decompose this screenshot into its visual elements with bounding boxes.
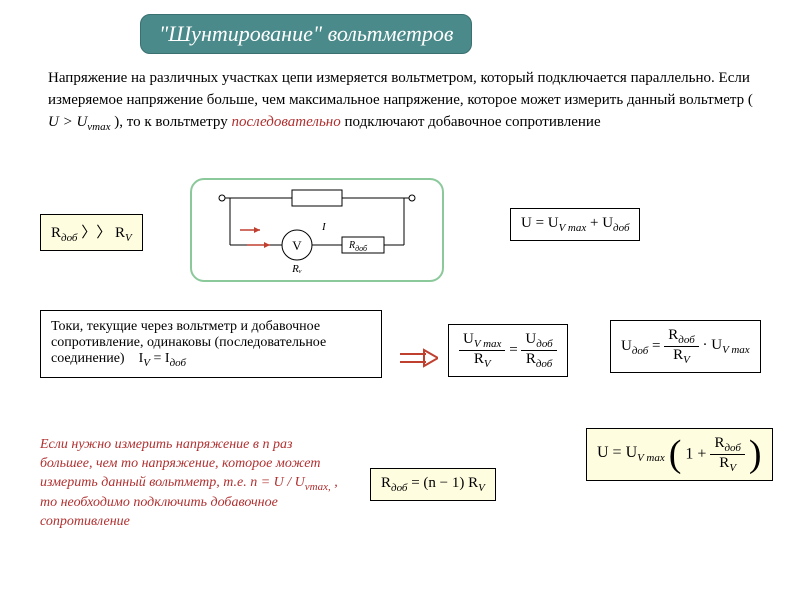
- formula-u-sum: U = UV max + Uдоб: [510, 208, 640, 241]
- implies-arrow-icon: [398, 348, 438, 368]
- row-currents: Токи, текущие через вольтметр и добавочн…: [40, 310, 780, 430]
- formula-udob: Uдоб = Rдоб RV · UV max: [610, 320, 761, 373]
- svg-text:Rдоб: Rдоб: [348, 240, 368, 253]
- serial-word: последовательно: [231, 114, 340, 130]
- formula-ratio: UV max RV = Uдоб Rдоб: [448, 324, 568, 377]
- svg-text:I: I: [321, 221, 327, 233]
- row-bottom: Если нужно измерить напряжение в n раз б…: [40, 428, 780, 578]
- row-circuit: Rдоб 〉〉 RV V I Rᵥ Rдоб: [40, 178, 770, 288]
- circuit-diagram: V I Rᵥ Rдоб: [190, 178, 444, 282]
- formula-u-final: U = UV max ( 1 + Rдоб RV ): [586, 428, 773, 481]
- currents-text: Токи, текущие через вольтметр и добавочн…: [51, 319, 326, 366]
- voltmeter-label: V: [292, 238, 302, 253]
- formula-rdob-n: Rдоб = (n − 1) RV: [370, 468, 496, 501]
- formula-rdob-rv: Rдоб 〉〉 RV: [40, 214, 143, 251]
- currents-text-box: Токи, текущие через вольтметр и добавочн…: [40, 310, 382, 378]
- intro-paragraph: Напряжение на различных участках цепи из…: [48, 68, 758, 135]
- intro-part-c: подключают добавочное сопротивление: [344, 114, 600, 130]
- intro-part-b: ), то к вольтметру: [114, 114, 231, 130]
- inequality: U > Uvmax: [48, 114, 111, 130]
- intro-part-a: Напряжение на различных участках цепи из…: [48, 70, 753, 108]
- iv-eq-idob: IV = Iдоб: [139, 351, 186, 366]
- page-title: "Шунтирование" вольтметров: [140, 14, 472, 54]
- n-times-note: Если нужно измерить напряжение в n раз б…: [40, 436, 340, 532]
- svg-text:Rᵥ: Rᵥ: [291, 263, 302, 275]
